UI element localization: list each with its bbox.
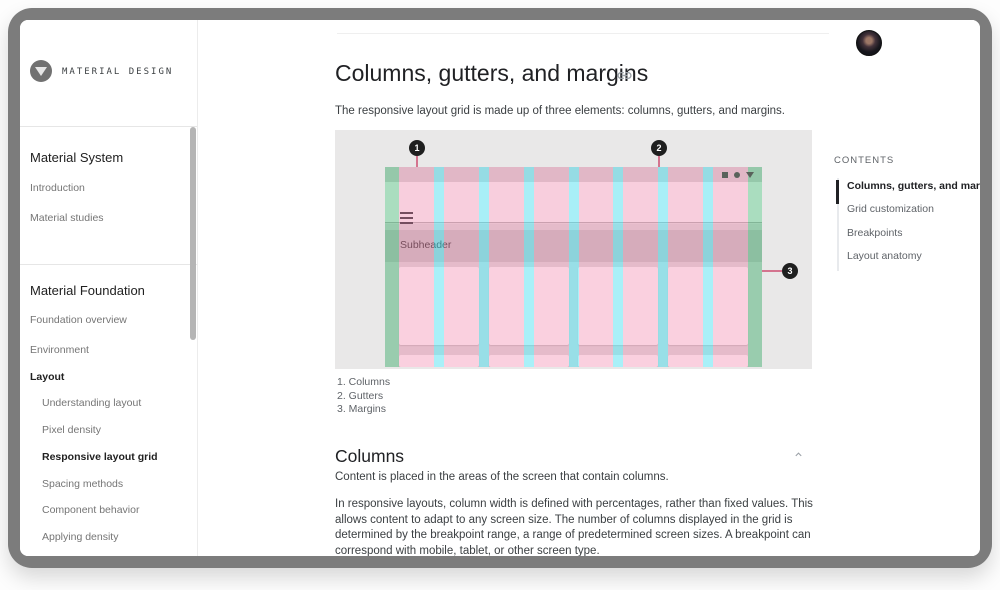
sidebar-item-component-behavior[interactable]: Component behavior — [42, 504, 140, 516]
sidebar-divider — [20, 126, 197, 127]
sidebar-header-material-foundation[interactable]: Material Foundation — [30, 283, 145, 298]
figure-panel: Subheader — [335, 130, 812, 369]
gutter-overlay — [613, 167, 624, 367]
collapse-section-button[interactable] — [792, 448, 805, 466]
marker-2: 2 — [651, 140, 667, 156]
mockup-status-bar — [385, 167, 762, 182]
toc-item-breakpoints[interactable]: Breakpoints — [847, 226, 903, 239]
marker-3: 3 — [782, 263, 798, 279]
sidebar-header-material-system[interactable]: Material System — [30, 150, 124, 165]
brand-logo[interactable]: MATERIAL DESIGN — [30, 60, 180, 84]
mockup-card — [399, 355, 479, 367]
column-overlay — [713, 167, 748, 367]
marker-1-stem — [416, 156, 418, 167]
column-overlay — [623, 167, 659, 367]
column-overlay — [578, 167, 614, 367]
column-overlay — [443, 167, 479, 367]
sidebar-item-layout[interactable]: Layout — [30, 371, 65, 383]
contents-label: CONTENTS — [834, 155, 895, 166]
square-icon — [722, 172, 728, 178]
browser-frame: MATERIAL DESIGN Material System Introduc… — [8, 8, 992, 568]
sidebar-divider — [20, 264, 197, 265]
section-paragraph-1: Content is placed in the areas of the sc… — [335, 471, 669, 483]
anchor-link-icon[interactable] — [616, 67, 633, 89]
mockup-card — [489, 355, 569, 367]
grid-overlay — [385, 167, 762, 367]
sidebar-item-responsive-layout-grid[interactable]: Responsive layout grid — [42, 451, 158, 463]
mockup-subheader-label: Subheader — [400, 239, 452, 251]
material-logo-icon — [30, 60, 52, 82]
content-top-divider — [337, 33, 829, 34]
column-overlay — [533, 167, 569, 367]
column-overlay — [668, 167, 704, 367]
mockup-card — [668, 267, 748, 345]
article-intro: The responsive layout grid is made up of… — [335, 105, 786, 117]
toc-item-columns-gutters-margins[interactable]: Columns, gutters, and margins — [847, 180, 980, 192]
gutter-overlay — [478, 167, 489, 367]
caption-margins: 3. Margins — [337, 403, 387, 415]
toc-item-grid-customization[interactable]: Grid customization — [847, 203, 934, 216]
mockup-card — [399, 267, 479, 345]
caption-gutters: 2. Gutters — [337, 389, 384, 402]
mockup-card — [578, 267, 658, 345]
sidebar-item-environment[interactable]: Environment — [30, 344, 89, 356]
sidebar-scrollbar[interactable] — [190, 127, 196, 340]
gutter-overlay — [568, 167, 579, 367]
page-title: Columns, gutters, and margins — [335, 60, 649, 86]
sidebar-item-material-studies[interactable]: Material studies — [30, 212, 104, 224]
gutter-overlay — [658, 167, 669, 367]
triangle-icon — [746, 172, 754, 178]
sidebar: MATERIAL DESIGN Material System Introduc… — [20, 20, 198, 556]
grid-mockup: Subheader — [385, 167, 762, 367]
mockup-subheader: Subheader — [385, 230, 762, 262]
mockup-app-bar — [385, 182, 762, 224]
sidebar-item-spacing-methods[interactable]: Spacing methods — [42, 478, 124, 490]
marker-3-stem — [762, 270, 782, 272]
gutter-overlay — [433, 167, 444, 367]
app-window: MATERIAL DESIGN Material System Introduc… — [20, 20, 980, 556]
brand-name: MATERIAL DESIGN — [62, 67, 174, 77]
gutter-overlay — [703, 167, 714, 367]
contents-rule — [837, 178, 839, 271]
margin-overlay — [748, 167, 762, 367]
contents-nav: Columns, gutters, and margins Grid custo… — [847, 180, 980, 273]
section-heading-columns: Columns — [335, 446, 405, 466]
marker-2-stem — [658, 156, 660, 167]
mockup-card — [489, 267, 569, 345]
contents-active-indicator — [836, 180, 839, 204]
figure-captions: 1. Columns 2. Gutters 3. Margins — [337, 376, 390, 417]
margin-overlay — [385, 167, 399, 367]
column-overlay — [399, 167, 434, 367]
caption-columns: 1. Columns — [337, 376, 391, 388]
mockup-status-icons — [722, 171, 756, 179]
user-avatar[interactable] — [856, 30, 882, 56]
sidebar-item-introduction[interactable]: Introduction — [30, 182, 85, 194]
gutter-overlay — [523, 167, 534, 367]
circle-icon — [734, 172, 740, 178]
column-overlay — [488, 167, 524, 367]
mockup-card — [578, 355, 658, 367]
toc-item-layout-anatomy[interactable]: Layout anatomy — [847, 249, 922, 262]
sidebar-item-applying-density[interactable]: Applying density — [42, 531, 119, 543]
section-paragraph-2: In responsive layouts, column width is d… — [335, 498, 813, 556]
sidebar-item-understanding-layout[interactable]: Understanding layout — [42, 397, 142, 409]
menu-icon — [400, 212, 413, 224]
marker-1: 1 — [409, 140, 425, 156]
sidebar-item-pixel-density[interactable]: Pixel density — [42, 424, 101, 436]
mockup-card — [668, 355, 748, 367]
main-content: Columns, gutters, and margins The respon… — [198, 20, 980, 556]
sidebar-item-foundation-overview[interactable]: Foundation overview — [30, 314, 127, 326]
